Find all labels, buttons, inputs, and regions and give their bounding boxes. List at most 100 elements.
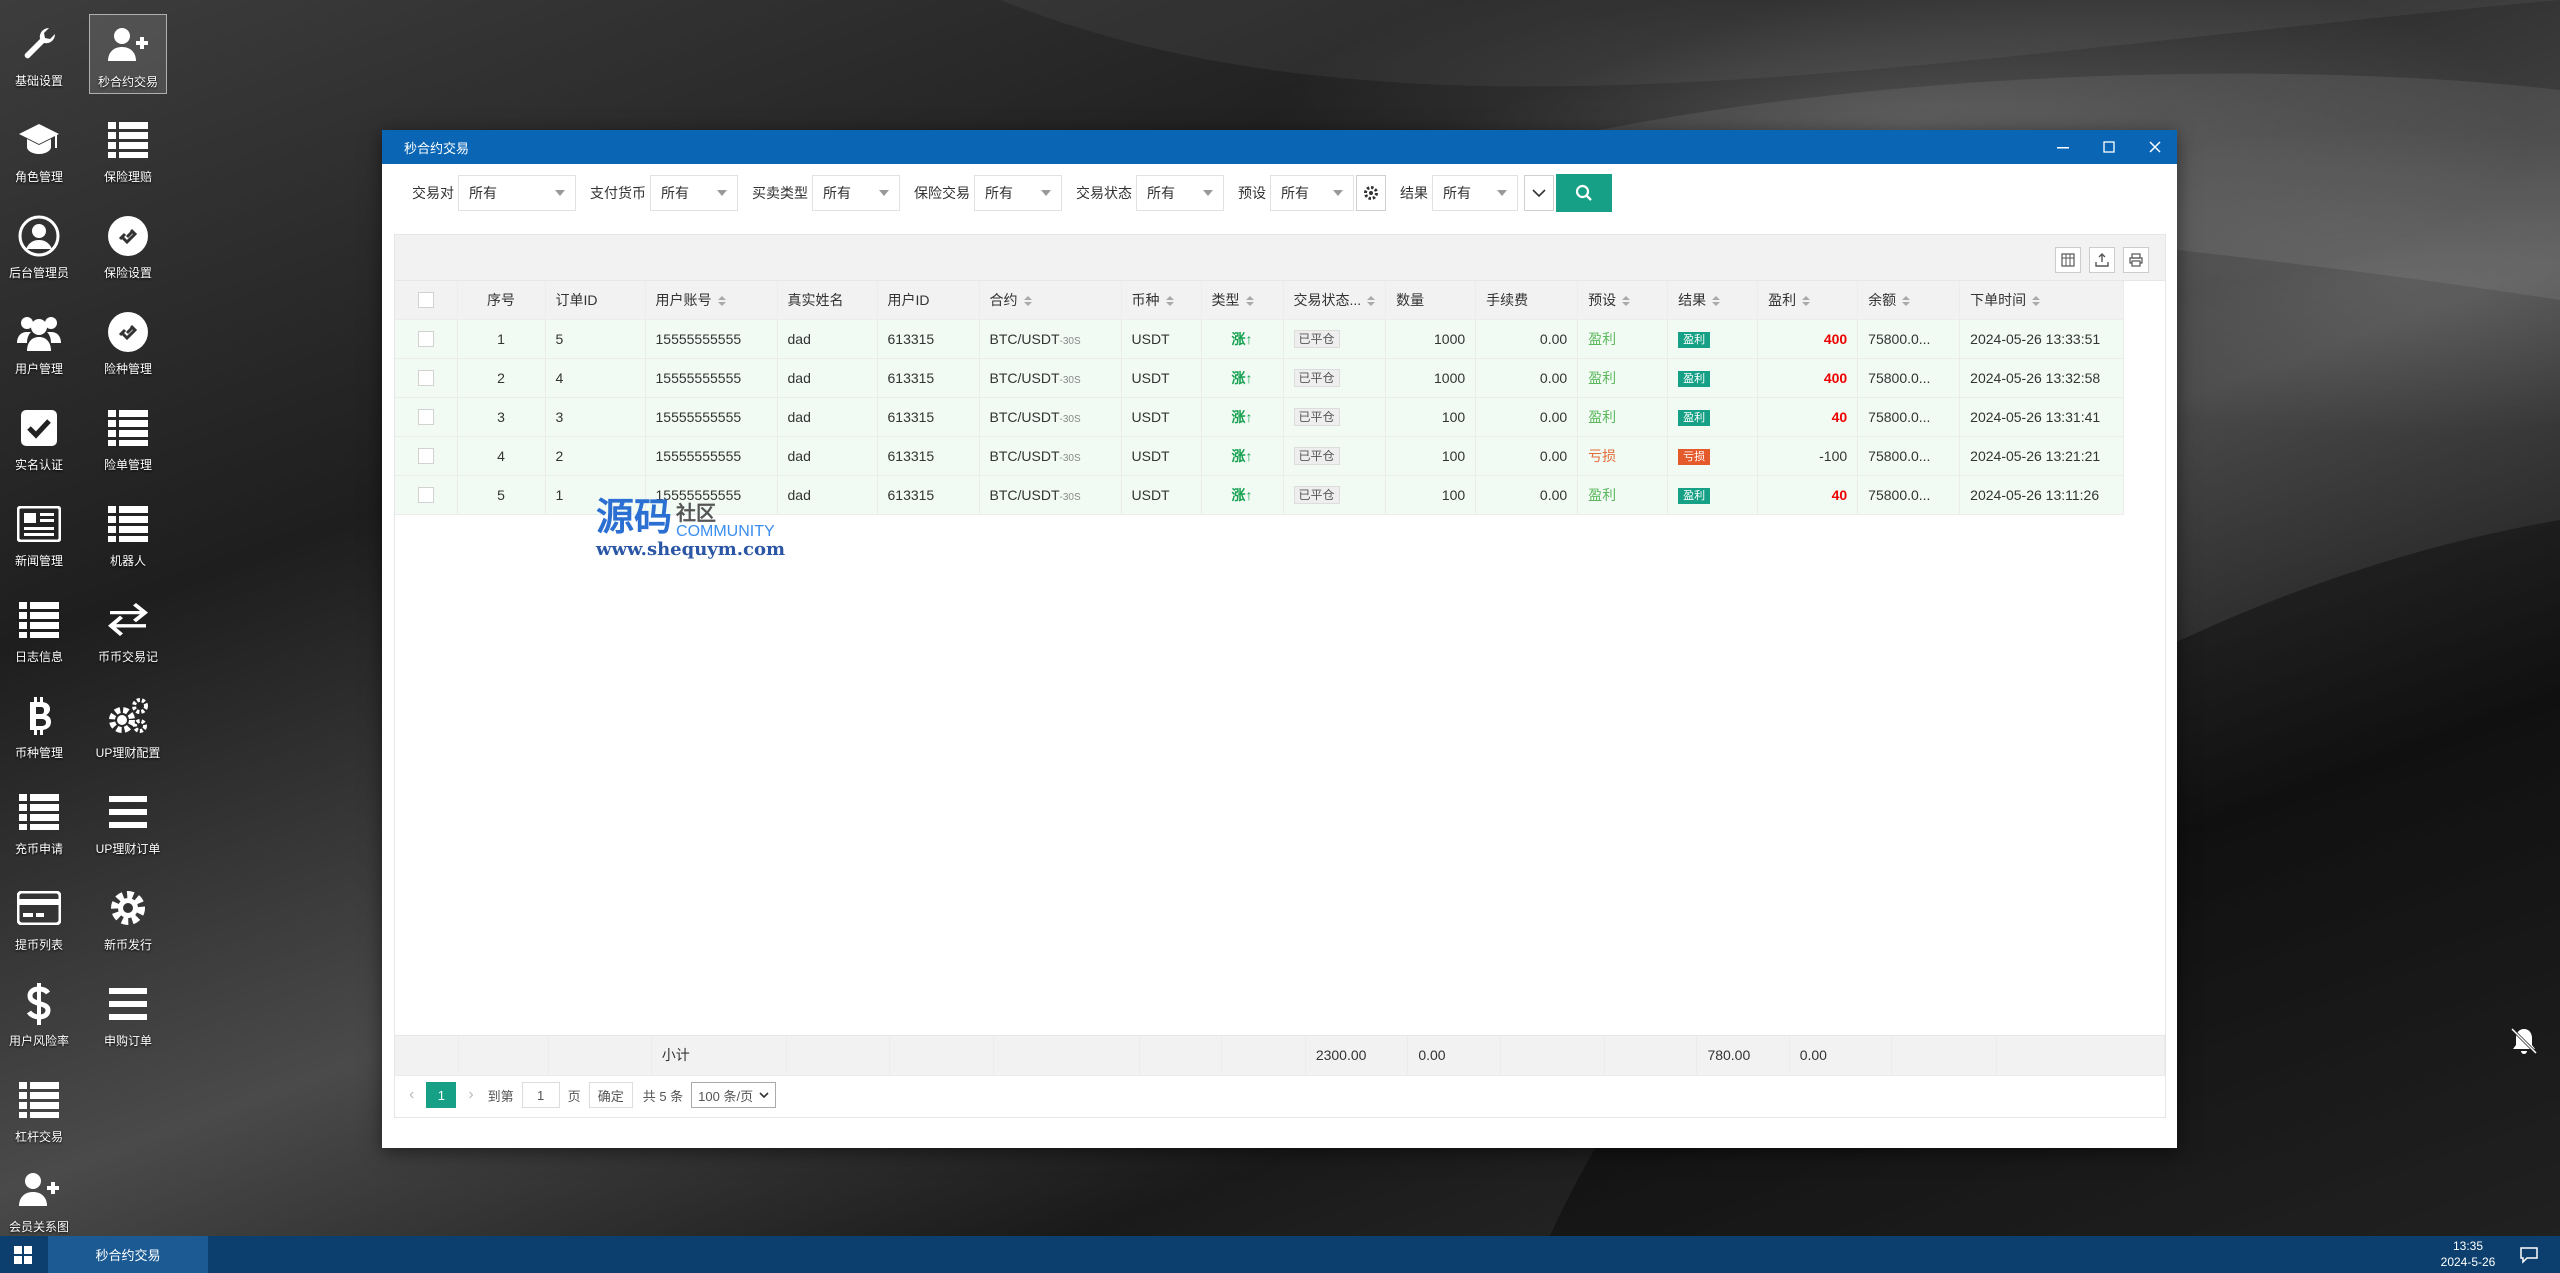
- row-checkbox[interactable]: [417, 370, 434, 387]
- desktop-icon-coin-trades[interactable]: 币币交易记: [89, 590, 167, 670]
- desktop-icon-robot[interactable]: 机器人: [89, 494, 167, 574]
- desktop-icon-up-finance-orders[interactable]: UP理财订单: [89, 782, 167, 862]
- export-icon: [2095, 253, 2109, 267]
- export-button[interactable]: [2089, 247, 2115, 273]
- goto-page-input[interactable]: 1: [521, 1082, 560, 1108]
- close-button[interactable]: [2132, 130, 2178, 164]
- col-header-result[interactable]: 结果: [1667, 281, 1759, 320]
- desktop-icon-news[interactable]: 新闻管理: [0, 494, 78, 574]
- columns-filter-button[interactable]: [2055, 247, 2081, 273]
- wrench-icon: [17, 22, 61, 66]
- subtotal-qty: 2300.00: [1305, 1036, 1409, 1076]
- sort-icon[interactable]: [1023, 296, 1032, 307]
- page-size-select[interactable]: 100 条/页: [691, 1082, 777, 1108]
- desktop-icon-policy-management[interactable]: 险单管理: [89, 398, 167, 478]
- desktop-icon-admin[interactable]: 后台管理员: [0, 206, 78, 286]
- next-page-icon[interactable]: ›: [468, 1086, 474, 1103]
- filter-select-preset[interactable]: 所有: [1270, 175, 1354, 211]
- desktop-icon-kyc[interactable]: 实名认证: [0, 398, 78, 478]
- cell-qty: 1000: [1385, 319, 1477, 359]
- chevron-down-icon: [1532, 189, 1546, 198]
- table-row[interactable]: 2 4 15555555555 dad 613315 BTC/USDT-30S USDT 涨↑…: [395, 358, 2125, 398]
- desktop-icon-leverage-trading[interactable]: 杠杆交易: [0, 1070, 78, 1150]
- goto-confirm-button[interactable]: 确定: [588, 1082, 633, 1108]
- desktop-icon-label: 机器人: [109, 554, 146, 568]
- sort-icon[interactable]: [1245, 296, 1254, 307]
- desktop-icon-member-graph[interactable]: 会员关系图: [0, 1160, 78, 1240]
- row-checkbox[interactable]: [417, 448, 434, 465]
- filter-select-pair[interactable]: 所有: [458, 175, 576, 211]
- subtotal-label: 小计: [651, 1036, 788, 1076]
- bell-off-icon[interactable]: [2508, 1025, 2540, 1057]
- table-row[interactable]: 4 2 15555555555 dad 613315 BTC/USDT-30S USDT 涨↑…: [395, 436, 2125, 476]
- sort-icon[interactable]: [1622, 296, 1631, 307]
- desktop-icon-subscription-orders[interactable]: 申购订单: [89, 974, 167, 1054]
- filter-select-pay-currency[interactable]: 所有: [650, 175, 738, 211]
- taskbar-clock[interactable]: 13:35 2024-5-26: [2428, 1238, 2508, 1270]
- contract-symbol: BTC/USDT: [989, 486, 1060, 503]
- filter-value: 所有: [661, 185, 689, 201]
- maximize-button[interactable]: [2086, 130, 2132, 164]
- watermark-big: 源码: [596, 494, 673, 539]
- desktop-icon-role-management[interactable]: 角色管理: [0, 110, 78, 190]
- col-header-account[interactable]: 用户账号: [645, 281, 778, 320]
- page-current-button[interactable]: 1: [426, 1082, 457, 1108]
- cell-contract: BTC/USDT-30S: [979, 358, 1122, 398]
- col-header-preset[interactable]: 预设: [1577, 281, 1669, 320]
- table-row[interactable]: 5 1 15555555555 dad 613315 BTC/USDT-30S USDT 涨↑…: [395, 475, 2125, 515]
- notification-button[interactable]: [2514, 1240, 2544, 1270]
- desktop-icon-insurance-settings[interactable]: 保险设置: [89, 206, 167, 286]
- filter-select-result[interactable]: 所有: [1432, 175, 1518, 211]
- select-all-checkbox[interactable]: [417, 292, 434, 309]
- col-header-time[interactable]: 下单时间: [1959, 281, 2125, 320]
- profit-value: 400: [1823, 330, 1848, 347]
- desktop-icon-second-contract[interactable]: 秒合约交易: [89, 14, 167, 94]
- desktop-icon-currency-management[interactable]: 币种管理: [0, 686, 78, 766]
- desktop-icon-insurance-type[interactable]: 险种管理: [89, 302, 167, 382]
- graduation-cap-icon: [17, 118, 61, 162]
- col-header-type[interactable]: 类型: [1201, 281, 1284, 320]
- sort-icon[interactable]: [1902, 296, 1911, 307]
- col-header-contract[interactable]: 合约: [979, 281, 1122, 320]
- col-header-profit[interactable]: 盈利: [1757, 281, 1859, 320]
- row-select-cell: [395, 436, 458, 476]
- desktop-icon-up-finance-config[interactable]: UP理财配置: [89, 686, 167, 766]
- desktop-icon-basic-settings[interactable]: 基础设置: [0, 14, 78, 94]
- sort-icon[interactable]: [1802, 296, 1811, 307]
- desktop-icon-withdraw-list[interactable]: 提币列表: [0, 878, 78, 958]
- desktop-icon-new-coin-issue[interactable]: 新币发行: [89, 878, 167, 958]
- expand-filters-button[interactable]: [1524, 175, 1554, 211]
- filter-select-trade-type[interactable]: 所有: [812, 175, 900, 211]
- sort-icon[interactable]: [1165, 296, 1174, 307]
- sort-icon[interactable]: [2032, 296, 2041, 307]
- sort-icon[interactable]: [1712, 296, 1721, 307]
- filter-select-insurance[interactable]: 所有: [974, 175, 1062, 211]
- print-button[interactable]: [2123, 247, 2149, 273]
- window-titlebar[interactable]: 秒合约交易: [382, 130, 2177, 164]
- desktop-icon-insurance-claims[interactable]: 保险理赔: [89, 110, 167, 190]
- col-header-balance[interactable]: 余额: [1857, 281, 1961, 320]
- desktop-icon-user-management[interactable]: 用户管理: [0, 302, 78, 382]
- search-button[interactable]: [1556, 174, 1612, 212]
- desktop-icon-logs[interactable]: 日志信息: [0, 590, 78, 670]
- cell-fee: 0.00: [1475, 475, 1579, 515]
- prev-page-icon[interactable]: ‹: [409, 1086, 415, 1103]
- filter-select-trade-status[interactable]: 所有: [1136, 175, 1224, 211]
- filter-label-pay-currency: 支付货币: [590, 185, 646, 201]
- preset-settings-button[interactable]: [1356, 175, 1386, 211]
- start-button[interactable]: [0, 1236, 46, 1273]
- sort-icon[interactable]: [717, 296, 726, 307]
- minimize-button[interactable]: [2040, 130, 2086, 164]
- row-checkbox[interactable]: [417, 331, 434, 348]
- desktop-icon-deposit-requests[interactable]: 充币申请: [0, 782, 78, 862]
- row-checkbox[interactable]: [417, 487, 434, 504]
- table-row[interactable]: 3 3 15555555555 dad 613315 BTC/USDT-30S USDT 涨↑…: [395, 397, 2125, 437]
- row-checkbox[interactable]: [417, 409, 434, 426]
- subtotal-fee: 0.00: [1407, 1036, 1501, 1076]
- taskbar-item-active[interactable]: 秒合约交易: [48, 1236, 208, 1273]
- table-row[interactable]: 1 5 15555555555 dad 613315 BTC/USDT-30S USDT 涨↑…: [395, 319, 2125, 359]
- sort-icon[interactable]: [1367, 296, 1376, 307]
- desktop-icon-user-risk[interactable]: 用户风险率: [0, 974, 78, 1054]
- col-header-coin[interactable]: 币种: [1121, 281, 1202, 320]
- col-header-status[interactable]: 交易状态...: [1283, 281, 1387, 320]
